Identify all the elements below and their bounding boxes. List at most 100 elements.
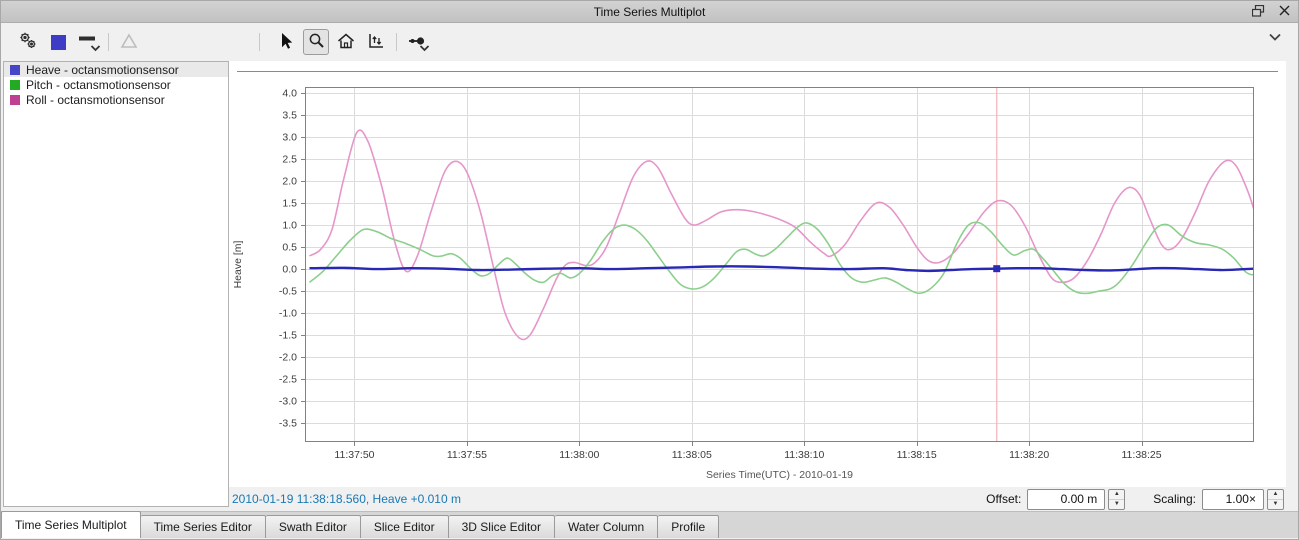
series-color-swatch: [10, 64, 20, 75]
legend-item[interactable]: Roll - octansmotionsensor: [4, 92, 228, 107]
offset-label: Offset:: [986, 492, 1022, 506]
line-color-button[interactable]: [45, 29, 71, 55]
home-view-button[interactable]: [333, 29, 359, 55]
tab-swath-editor[interactable]: Swath Editor: [265, 515, 361, 538]
spin-up-icon[interactable]: ▲: [1109, 490, 1125, 500]
cursor-readout-text: 2010-01-19 11:38:18.560, Heave +0.010 m: [232, 492, 461, 506]
svg-text:3.0: 3.0: [282, 132, 297, 144]
x-tick-labels: 11:37:50 11:37:55 11:38:00 11:38:05 11:38:10…: [334, 449, 1161, 461]
svg-text:0.5: 0.5: [282, 242, 297, 254]
series-curves: [308, 129, 1255, 341]
series-color-swatch: [10, 79, 20, 90]
y-tick-labels: 4.0 3.5 3.0 2.5 2.0 1.5 1.0 0.5 0.0 -0.5 -1.0 -1.5 -…: [279, 88, 297, 430]
series-label: Heave - octansmotionsensor: [26, 62, 179, 77]
svg-text:2.0: 2.0: [282, 176, 297, 188]
legend-item[interactable]: Heave - octansmotionsensor: [4, 62, 228, 77]
close-button[interactable]: [1276, 4, 1292, 20]
gears-icon: [18, 31, 38, 54]
toolbar-separator: [396, 33, 397, 51]
zoom-tool-button[interactable]: [303, 29, 329, 55]
tab-slice-editor[interactable]: Slice Editor: [360, 515, 449, 538]
snap-pick-button[interactable]: [404, 29, 430, 55]
triangle-icon: [120, 32, 138, 52]
svg-text:11:38:05: 11:38:05: [672, 449, 712, 461]
pointer-tool-button[interactable]: [273, 29, 299, 55]
chevron-down-icon: [90, 41, 101, 55]
svg-text:-3.0: -3.0: [279, 396, 297, 408]
scaling-spinner[interactable]: ▲ ▼: [1267, 488, 1284, 510]
snap-point-icon: [408, 34, 426, 51]
svg-text:1.5: 1.5: [282, 198, 297, 210]
svg-text:11:38:20: 11:38:20: [1009, 449, 1049, 461]
close-icon: [1279, 5, 1290, 19]
svg-text:-3.5: -3.5: [279, 418, 297, 430]
chevron-down-icon: [419, 41, 430, 55]
plot-settings-button[interactable]: [15, 29, 41, 55]
window-title: Time Series Multiplot: [593, 4, 706, 19]
svg-text:2.5: 2.5: [282, 154, 297, 166]
axis-ticks: [301, 93, 1143, 446]
export-plot-button[interactable]: [363, 29, 389, 55]
svg-text:-2.0: -2.0: [279, 352, 297, 364]
curve-heave[interactable]: [309, 265, 1255, 273]
svg-text:11:38:10: 11:38:10: [784, 449, 824, 461]
svg-text:-1.5: -1.5: [279, 330, 297, 342]
svg-text:11:38:00: 11:38:00: [559, 449, 599, 461]
chart-area[interactable]: 4.0 3.5 3.0 2.5 2.0 1.5 1.0 0.5 0.0 -0.5 -1.0 -1.5 -…: [229, 61, 1286, 487]
offset-spinner[interactable]: ▲ ▼: [1108, 488, 1126, 510]
tab-3d-slice-editor[interactable]: 3D Slice Editor: [448, 515, 555, 538]
svg-text:11:38:15: 11:38:15: [897, 449, 937, 461]
spin-down-icon[interactable]: ▼: [1113, 501, 1120, 507]
chevron-down-icon: [1268, 31, 1282, 45]
svg-text:11:38:25: 11:38:25: [1122, 449, 1162, 461]
magnifier-icon: [308, 32, 325, 52]
editor-tab-bar: Time Series Multiplot Time Series Editor S…: [1, 511, 1298, 538]
titlebar[interactable]: Time Series Multiplot: [1, 1, 1298, 23]
line-style-icon: [78, 35, 98, 50]
svg-text:3.5: 3.5: [282, 110, 297, 122]
series-legend-panel[interactable]: Heave - octansmotionsensor Pitch - octans…: [3, 61, 229, 507]
spin-down-icon[interactable]: ▼: [1272, 501, 1279, 507]
selected-point-marker[interactable]: [993, 265, 1001, 273]
series-label: Pitch - octansmotionsensor: [26, 77, 171, 92]
svg-text:1.0: 1.0: [282, 220, 297, 232]
svg-text:-0.5: -0.5: [279, 286, 297, 298]
status-bar: 2010-01-19 11:38:18.560, Heave +0.010 m …: [229, 487, 1298, 511]
svg-text:-1.0: -1.0: [279, 308, 297, 320]
offset-input[interactable]: 0.00 m: [1027, 488, 1106, 510]
tab-time-series-multiplot[interactable]: Time Series Multiplot: [1, 511, 141, 538]
color-square-icon: [50, 34, 66, 50]
tab-time-series-editor[interactable]: Time Series Editor: [140, 515, 266, 538]
y-axis-title: Heave [m]: [232, 240, 244, 288]
toolbar-separator: [108, 33, 109, 51]
float-window-button[interactable]: [1250, 4, 1266, 20]
series-color-swatch: [10, 94, 20, 105]
grid-lines: [305, 87, 1254, 442]
marker-style-button[interactable]: [116, 29, 142, 55]
curve-roll[interactable]: [309, 129, 1255, 341]
tab-water-column[interactable]: Water Column: [554, 515, 659, 538]
tab-profile[interactable]: Profile: [658, 515, 720, 538]
time-series-plot[interactable]: 4.0 3.5 3.0 2.5 2.0 1.5 1.0 0.5 0.0 -0.5 -1.0 -1.5 -…: [229, 61, 1286, 487]
pointer-icon: [279, 32, 293, 53]
series-label: Roll - octansmotionsensor: [26, 92, 165, 107]
svg-text:-2.5: -2.5: [279, 374, 297, 386]
x-axis-title: Series Time(UTC) - 2010-01-19: [706, 469, 853, 481]
svg-text:0.0: 0.0: [282, 264, 297, 276]
svg-text:4.0: 4.0: [282, 88, 297, 100]
spin-up-icon[interactable]: ▲: [1268, 490, 1283, 500]
export-plot-icon: [367, 32, 385, 53]
plot-frame: [305, 87, 1254, 442]
scaling-label: Scaling:: [1153, 492, 1196, 506]
legend-item[interactable]: Pitch - octansmotionsensor: [4, 77, 228, 92]
float-window-icon: [1251, 4, 1265, 20]
collapse-button[interactable]: [1268, 31, 1282, 45]
toolbar: [1, 23, 1298, 61]
svg-text:11:37:55: 11:37:55: [447, 449, 487, 461]
curve-pitch[interactable]: [308, 221, 1255, 295]
toolbar-separator: [259, 33, 260, 51]
svg-text:11:37:50: 11:37:50: [334, 449, 374, 461]
line-style-button[interactable]: [75, 29, 101, 55]
scaling-input[interactable]: 1.00×: [1202, 488, 1264, 510]
